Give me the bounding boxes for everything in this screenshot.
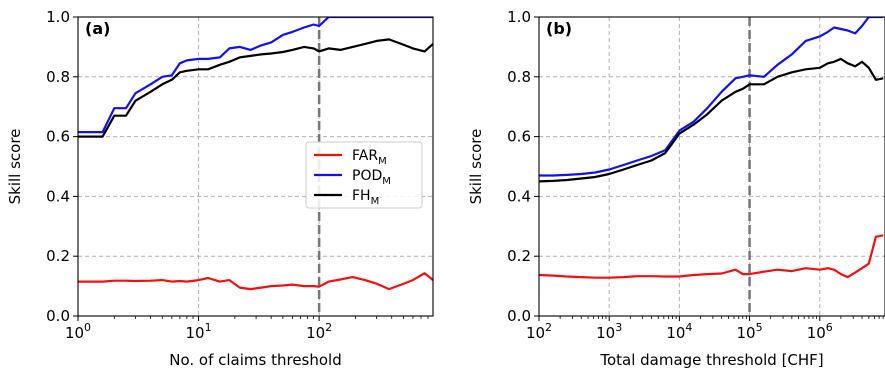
x-tick-label-exponent: 4 — [685, 321, 692, 334]
x-tick-label: 103 — [596, 321, 622, 342]
panel-label: (b) — [546, 19, 572, 38]
series-line-fh — [78, 38, 433, 138]
x-tick-label: 105 — [737, 321, 763, 342]
y-tick-label: 0.0 — [46, 307, 70, 325]
x-tick-label-base: 10 — [807, 324, 826, 342]
plot-frame — [538, 16, 885, 317]
series-line-far — [78, 272, 433, 291]
y-tick-label: 0.8 — [507, 68, 531, 86]
x-tick-label-base: 10 — [65, 324, 84, 342]
x-tick-label: 104 — [666, 321, 692, 342]
legend-entry-subscript: M — [371, 196, 380, 207]
y-tick-label: 0.2 — [46, 247, 70, 265]
series-line-far — [539, 234, 884, 279]
x-tick-label-exponent: 0 — [84, 321, 91, 334]
y-tick-label: 0.4 — [507, 187, 531, 205]
x-axis-label: No. of claims threshold — [169, 351, 342, 369]
y-tick-label: 0.8 — [46, 68, 70, 86]
series-line-fh — [539, 57, 884, 183]
y-axis-label: Skill score — [467, 129, 485, 205]
y-axis-label: Skill score — [6, 129, 24, 205]
x-tick-label-base: 10 — [596, 324, 615, 342]
x-tick-label-exponent: 1 — [205, 321, 212, 334]
legend-entry-label: PODM — [352, 168, 391, 187]
x-tick-label: 102 — [526, 321, 552, 342]
legend-entry-label: FHM — [352, 188, 379, 207]
x-tick-label: 101 — [186, 321, 212, 342]
legend-entry-base: POD — [352, 168, 382, 184]
x-tick-label: 102 — [306, 321, 332, 342]
x-tick-label: 100 — [65, 321, 91, 342]
panel-label: (a) — [85, 19, 110, 38]
series-line-pod — [78, 17, 433, 134]
plot-frame — [77, 16, 434, 317]
x-axis-label: Total damage threshold [CHF] — [599, 351, 823, 369]
y-tick-label: 0.6 — [46, 128, 70, 146]
y-tick-label: 1.0 — [507, 8, 531, 26]
legend-entry-base: FAR — [352, 148, 378, 164]
legend-entry-base: FH — [352, 188, 371, 204]
x-tick-label-base: 10 — [186, 324, 205, 342]
legend-entry-subscript: M — [378, 156, 387, 167]
x-tick-label-base: 10 — [526, 324, 545, 342]
x-tick-label-base: 10 — [306, 324, 325, 342]
x-tick-label-exponent: 2 — [325, 321, 332, 334]
x-tick-label-base: 10 — [737, 324, 756, 342]
x-tick-label-base: 10 — [666, 324, 685, 342]
y-tick-label: 0.4 — [46, 187, 70, 205]
legend-entry-subscript: M — [382, 176, 391, 187]
y-tick-label: 1.0 — [46, 8, 70, 26]
x-tick-label: 106 — [807, 321, 833, 342]
x-tick-label-exponent: 3 — [615, 321, 622, 334]
y-tick-label: 0.6 — [507, 128, 531, 146]
y-tick-label: 0.2 — [507, 247, 531, 265]
x-tick-label-exponent: 5 — [756, 321, 763, 334]
x-tick-label-exponent: 2 — [545, 321, 552, 334]
series-line-pod — [539, 17, 884, 177]
y-tick-label: 0.0 — [507, 307, 531, 325]
legend-box — [305, 141, 423, 209]
x-tick-label-exponent: 6 — [826, 321, 833, 334]
legend-entry-label: FARM — [352, 148, 387, 167]
